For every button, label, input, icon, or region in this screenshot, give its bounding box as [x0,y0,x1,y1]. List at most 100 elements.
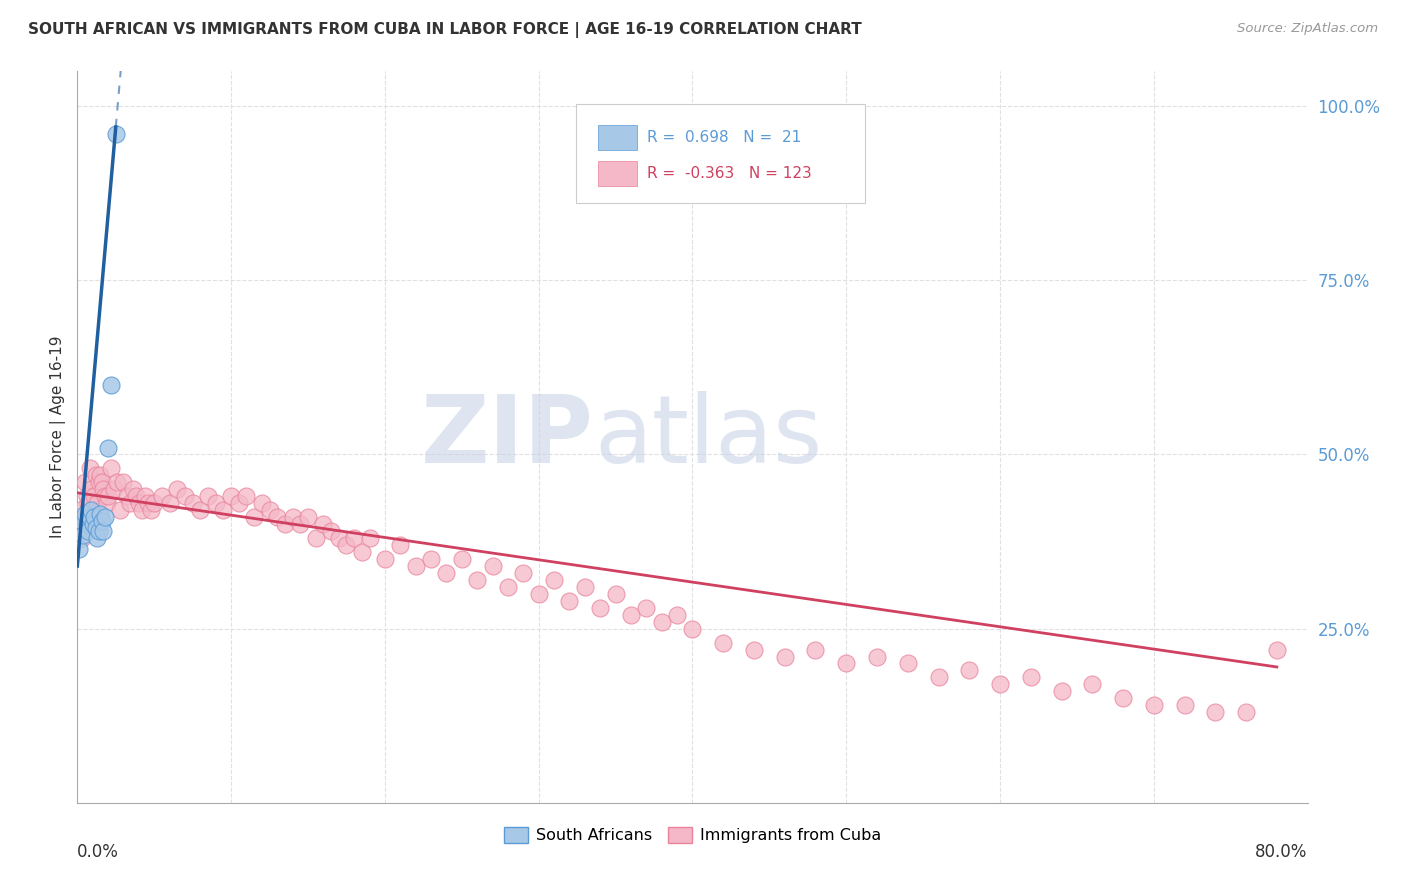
Point [866,649,889,664]
Point [79,461,101,475]
Point [620,607,643,622]
Point [266,510,288,524]
Point [90,514,114,528]
Point [94,510,117,524]
Point [212,503,235,517]
Point [465,573,488,587]
Point [141,503,163,517]
Point [259,503,281,517]
Point [82,510,104,524]
Point [82,517,104,532]
Point [1081,677,1104,691]
Point [374,552,396,566]
Text: 0.0%: 0.0% [77,843,120,861]
Point [290,517,312,532]
Point [84,521,107,535]
Point [343,531,366,545]
Point [83,510,105,524]
Text: atlas: atlas [595,391,823,483]
Point [76,489,98,503]
Point [188,503,212,517]
Point [574,580,596,594]
Point [243,510,266,524]
Legend: South Africans, Immigrants from Cuba: South Africans, Immigrants from Cuba [498,821,887,850]
Point [121,483,143,497]
Point [742,642,765,657]
Point [957,664,980,678]
Text: SOUTH AFRICAN VS IMMIGRANTS FROM CUBA IN LABOR FORCE | AGE 16-19 CORRELATION CHA: SOUTH AFRICAN VS IMMIGRANTS FROM CUBA IN… [28,22,862,38]
Point [118,496,141,510]
Point [73,475,96,490]
Point [804,642,827,657]
FancyBboxPatch shape [598,161,637,186]
Point [350,545,373,559]
Point [297,510,319,524]
Point [100,461,122,475]
Point [1143,698,1166,713]
Point [97,441,120,455]
Point [70,514,93,528]
Point [420,552,443,566]
Point [96,496,118,510]
Point [605,587,627,601]
Point [69,503,91,517]
Point [558,594,581,608]
Point [897,657,920,671]
Point [527,587,550,601]
Point [112,475,135,490]
Point [436,566,458,580]
Point [125,489,148,503]
Point [988,677,1011,691]
Point [100,377,122,392]
Point [181,496,204,510]
Point [159,496,181,510]
Point [359,531,381,545]
Text: R =  0.698   N =  21: R = 0.698 N = 21 [647,129,801,145]
Point [274,517,297,532]
Point [235,489,257,503]
Point [93,524,115,538]
Point [72,527,94,541]
Point [83,489,105,503]
FancyBboxPatch shape [598,125,637,150]
Point [143,496,166,510]
Point [589,600,612,615]
Point [128,496,150,510]
Point [651,615,673,629]
Point [89,507,111,521]
Point [70,531,93,545]
Point [77,524,100,538]
Point [86,496,108,510]
Point [1019,670,1042,684]
Point [636,600,658,615]
Point [166,483,188,497]
Point [134,489,156,503]
Point [1050,684,1073,698]
Point [84,468,107,483]
Text: Source: ZipAtlas.com: Source: ZipAtlas.com [1237,22,1378,36]
Point [250,496,273,510]
Point [97,489,120,503]
Point [1174,698,1197,713]
Point [773,649,796,664]
Point [450,552,472,566]
Point [197,489,219,503]
Point [79,510,101,524]
Point [131,503,153,517]
Point [711,635,734,649]
Point [204,496,226,510]
Point [105,475,128,490]
Point [228,496,250,510]
Point [80,483,103,497]
Point [835,657,858,671]
Text: 80.0%: 80.0% [1256,843,1308,861]
Point [281,510,304,524]
Point [335,538,357,552]
Point [1234,705,1257,719]
Point [543,573,565,587]
Point [666,607,689,622]
Point [150,489,173,503]
Point [312,517,335,532]
Point [405,558,427,573]
Point [94,489,117,503]
